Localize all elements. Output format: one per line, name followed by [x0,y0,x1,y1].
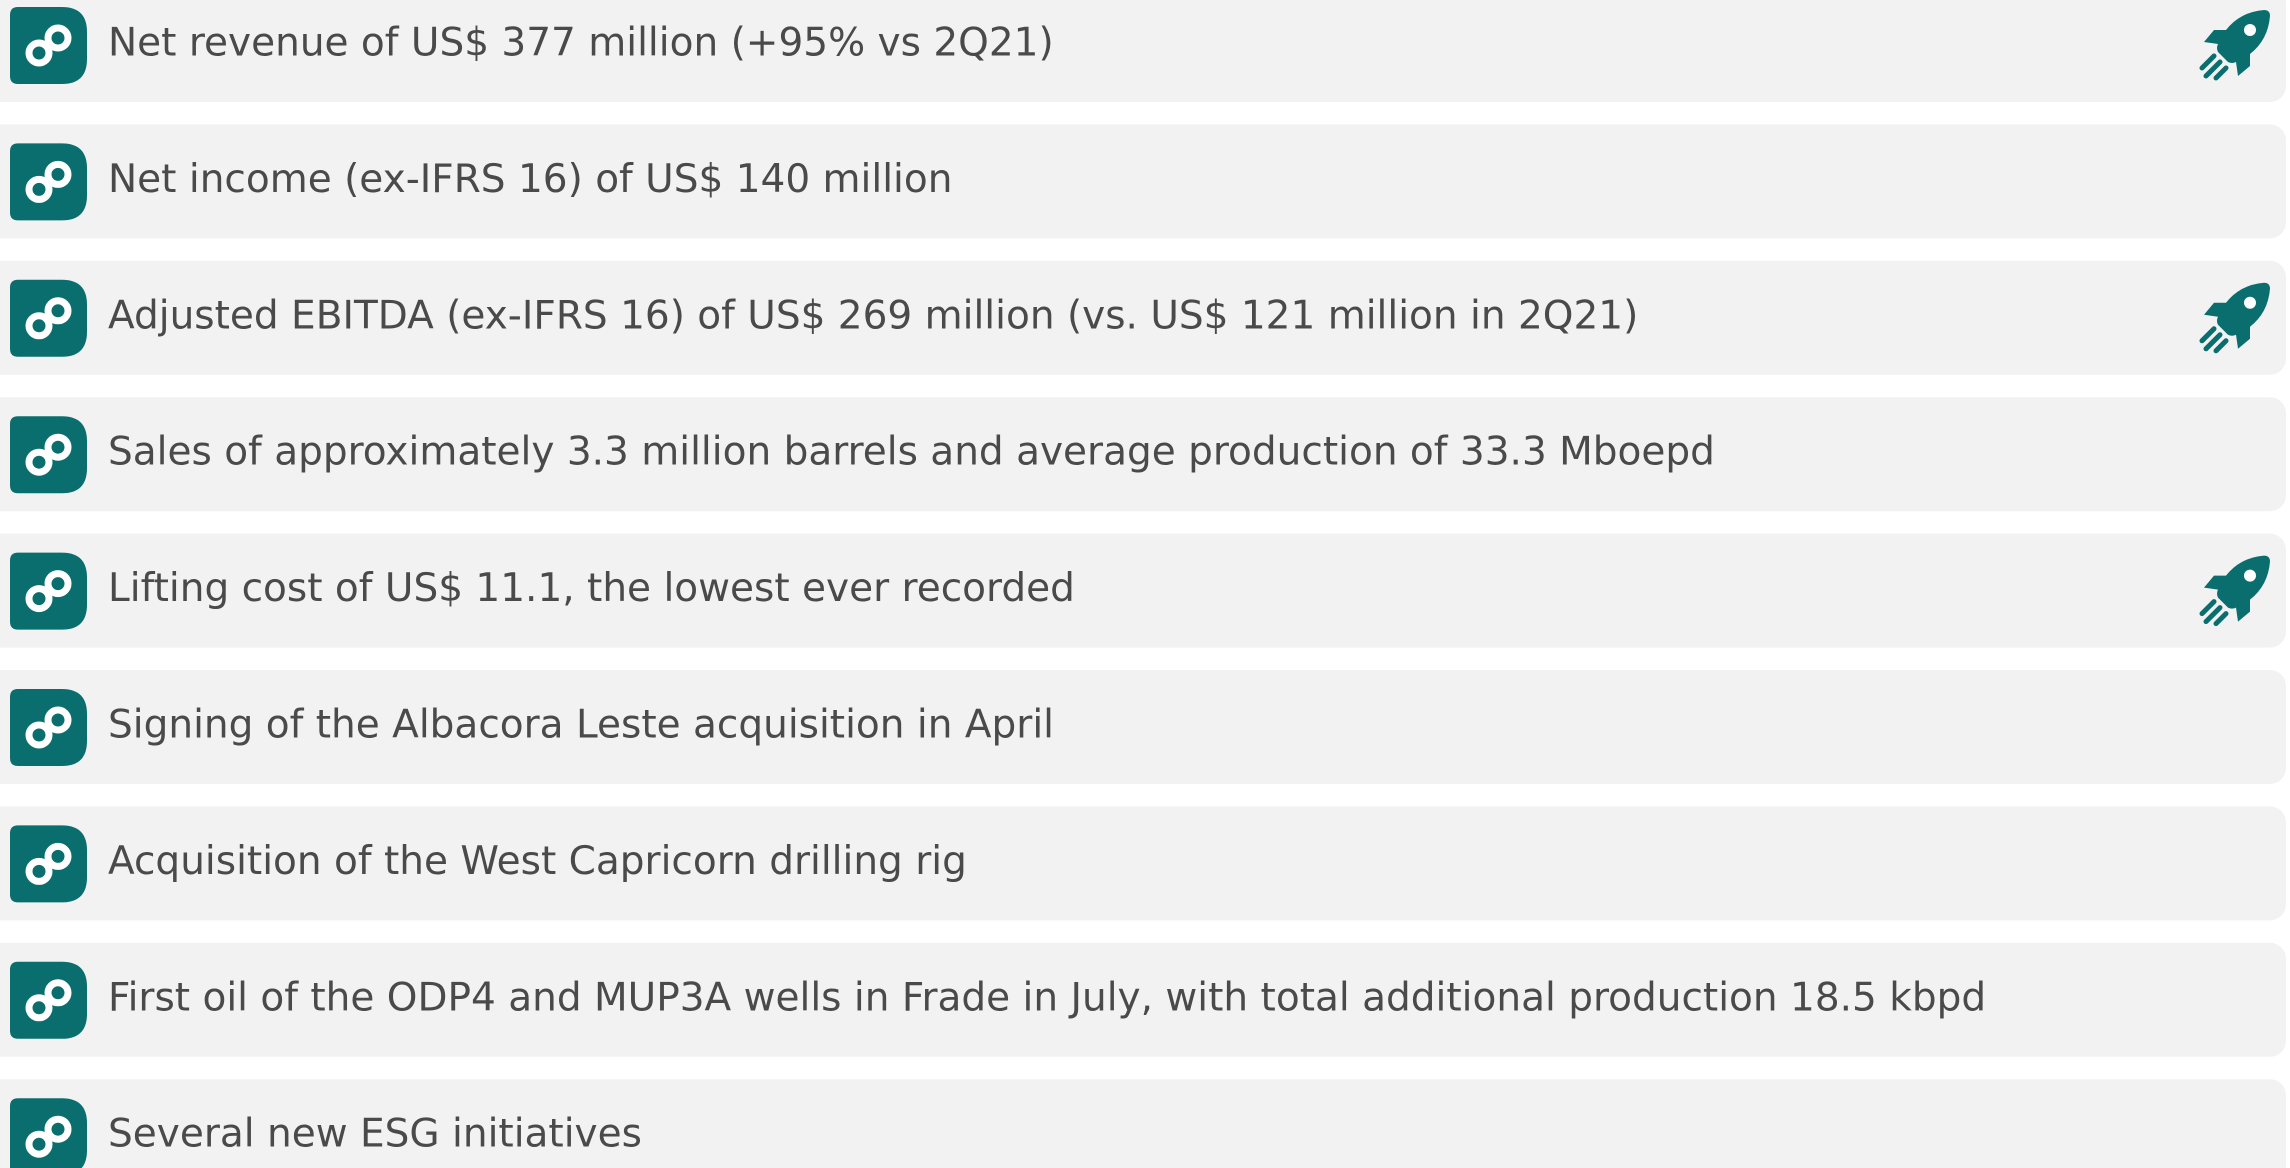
item-text: Acquisition of the West Capricorn drilli… [108,839,967,884]
item-icon [10,416,87,493]
item-icon [10,825,87,902]
item-text: Net income (ex-IFRS 16) of US$ 140 milli… [108,157,952,202]
list-item: Net income (ex-IFRS 16) of US$ 140 milli… [0,124,2286,239]
list-item: Adjusted EBITDA (ex-IFRS 16) of US$ 269 … [0,260,2286,375]
item-icon [10,280,87,357]
item-text: Sales of approximately 3.3 million barre… [108,430,1715,475]
list-item: Net revenue of US$ 377 million (+95% vs … [0,0,2286,102]
item-background [0,942,2286,1057]
item-background [0,397,2286,512]
item-background [0,124,2286,239]
item-icon [10,962,87,1039]
item-text: First oil of the ODP4 and MUP3A wells in… [108,975,1986,1020]
item-text: Adjusted EBITDA (ex-IFRS 16) of US$ 269 … [108,293,1638,338]
item-text: Net revenue of US$ 377 million (+95% vs … [108,21,1054,66]
item-text: Lifting cost of US$ 11.1, the lowest eve… [108,566,1075,611]
list-item: Lifting cost of US$ 11.1, the lowest eve… [0,533,2286,648]
list-item: Sales of approximately 3.3 million barre… [0,397,2286,512]
item-background [0,260,2286,375]
item-icon [10,689,87,766]
item-background [0,0,2286,102]
item-text: Signing of the Albacora Leste acquisitio… [108,703,1054,748]
item-background [0,533,2286,648]
item-icon [10,143,87,220]
item-icon [10,7,87,84]
list-item: Signing of the Albacora Leste acquisitio… [0,670,2286,784]
item-icon [10,553,87,630]
list-item: First oil of the ODP4 and MUP3A wells in… [0,942,2286,1057]
list-item: Several new ESG initiatives [0,1079,2286,1168]
item-background [0,806,2286,921]
item-background [0,670,2286,784]
item-icon [10,1098,87,1168]
item-background [0,1079,2286,1168]
item-text: Several new ESG initiatives [108,1112,642,1157]
list-item: Acquisition of the West Capricorn drilli… [0,806,2286,921]
